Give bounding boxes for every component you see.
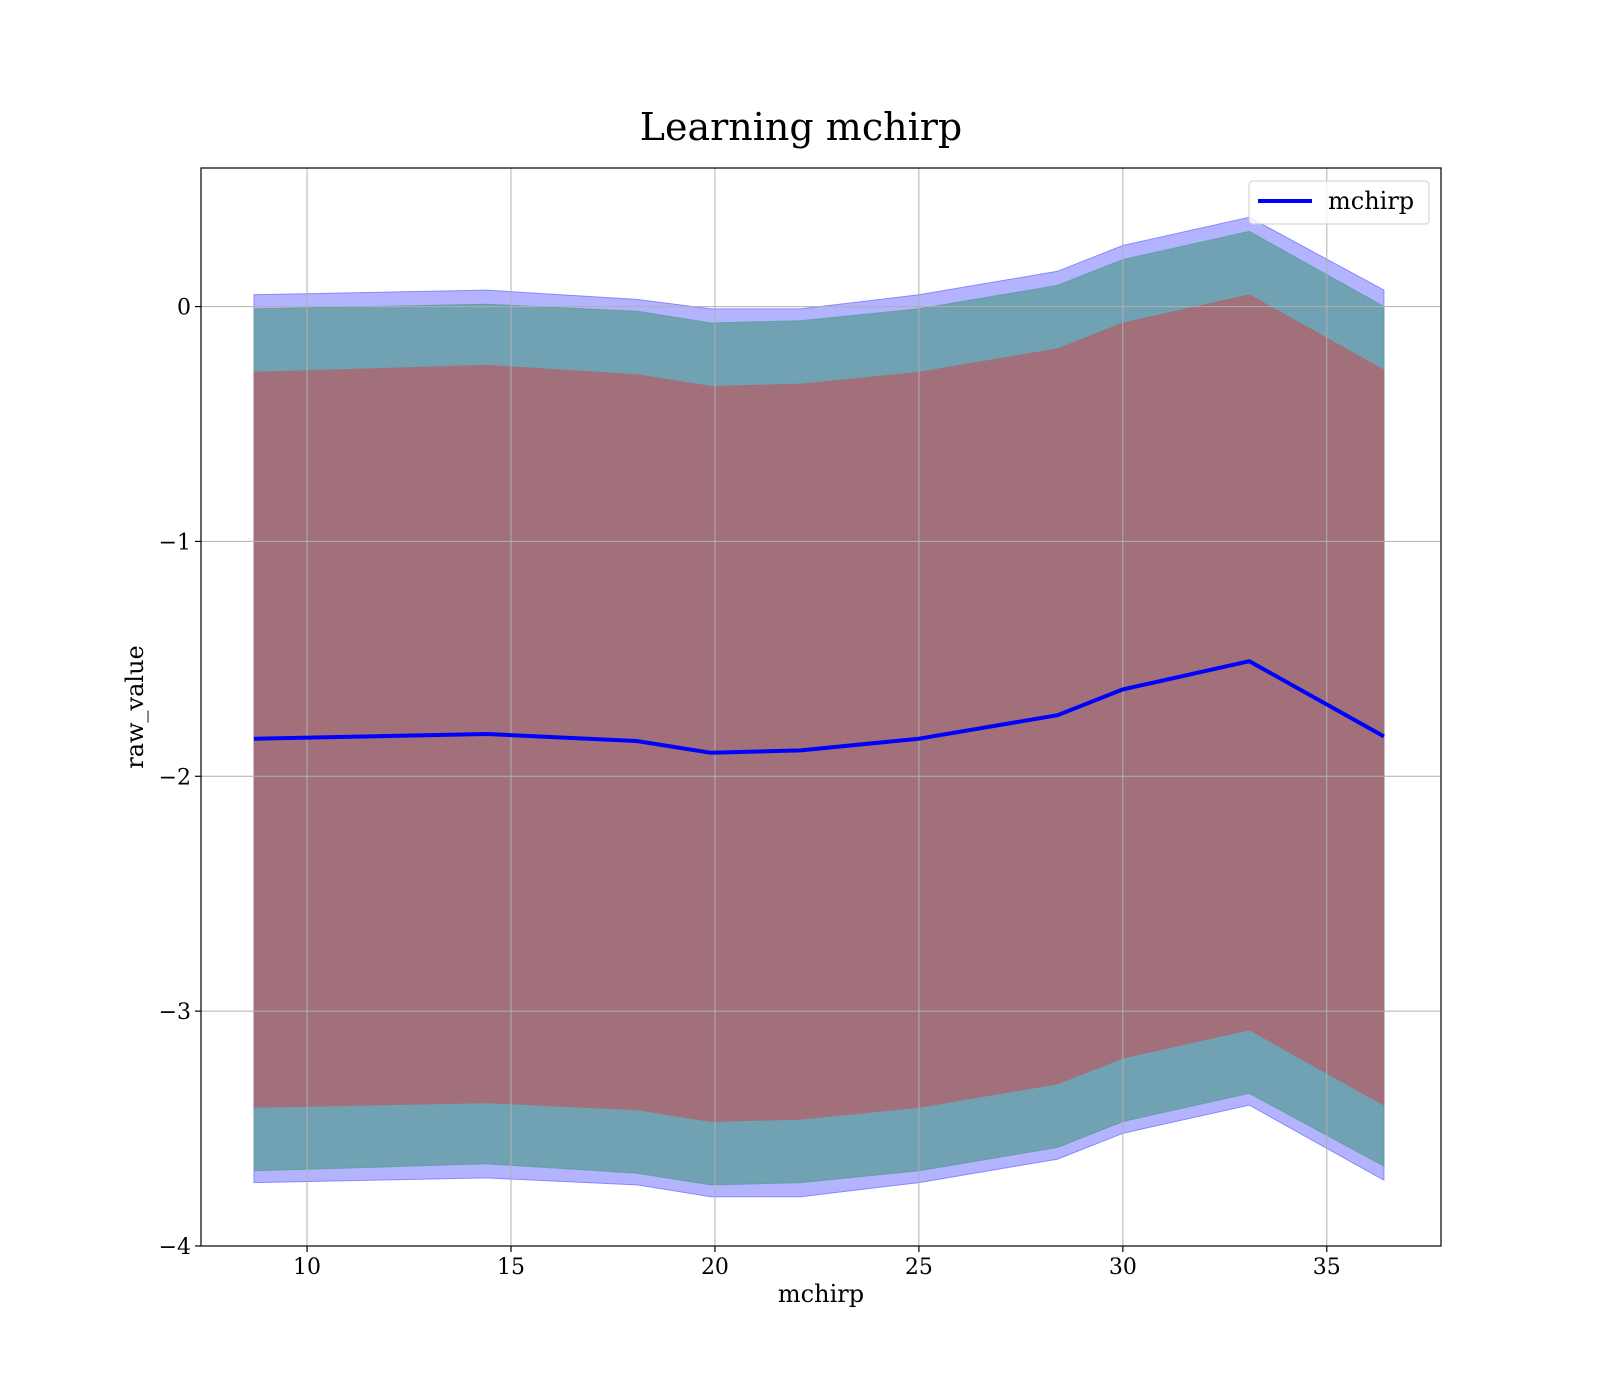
x-axis-ticks: 10 15 20 25 30 35: [293, 1246, 1341, 1280]
grid-lines: [201, 168, 1441, 1247]
x-axis-label: mchirp: [778, 1280, 864, 1308]
y-tick-label-0: 0: [177, 296, 191, 321]
legend-box: [1248, 180, 1430, 225]
confidence-bands: [253, 216, 1385, 1198]
y-tick-label-3: −3: [159, 1000, 191, 1025]
chart-title: Learning mchirp: [640, 105, 962, 149]
legend: mchirp: [1248, 180, 1430, 225]
x-tick-label-0: 10: [293, 1255, 321, 1280]
y-tick-label-2: −2: [159, 765, 191, 790]
x-tick-label-3: 25: [905, 1255, 933, 1280]
series-line-0: [253, 659, 1385, 755]
plot-frame: [200, 167, 1442, 1247]
y-tick-label-1: −1: [159, 530, 191, 555]
band-inner: [253, 294, 1385, 1123]
x-tick-label-1: 15: [497, 1255, 525, 1280]
y-tick-label-4: −4: [159, 1235, 191, 1260]
x-tick-label-4: 30: [1109, 1255, 1137, 1280]
legend-label: mchirp: [1328, 187, 1414, 215]
series-lines: [253, 659, 1385, 755]
y-axis-label: raw_value: [121, 645, 149, 769]
x-tick-label-2: 20: [701, 1255, 729, 1280]
y-axis-ticks: 0 −1 −2 −3 −4: [159, 296, 201, 1260]
x-tick-label-5: 35: [1313, 1255, 1341, 1280]
